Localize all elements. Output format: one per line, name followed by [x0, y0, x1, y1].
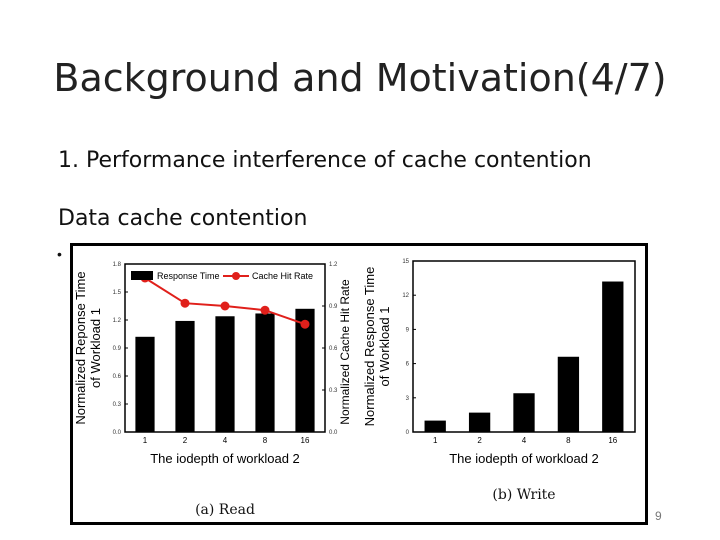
chart-a-xtick-label: 2 — [183, 436, 188, 445]
chart-a-y2tick-label: 0.9 — [329, 304, 338, 310]
chart-a-legend-label-bar: Response Time — [157, 271, 220, 281]
chart-a-y2tick-label: 0.6 — [329, 346, 338, 352]
chart-a-ytick-label: 1.5 — [113, 290, 122, 296]
chart-a-legend-swatch-point — [232, 272, 240, 280]
chart-a-y2label: Normalized Cache Hit Rate — [338, 279, 352, 425]
chart-b-ytick-label: 12 — [402, 293, 409, 299]
chart-b-ytick-label: 0 — [406, 430, 410, 436]
chart-figure: 0.0 0.3 0.6 0.9 1.2 1.5 1.8 1 2 4 8 16 The iodepth o… — [70, 243, 648, 525]
chart-a-bar — [135, 336, 155, 432]
chart-b-ylabel: Normalized Response Time — [362, 267, 377, 427]
chart-a-legend-label-line: Cache Hit Rate — [252, 271, 313, 281]
chart-a-y2tick-label: 1.2 — [329, 262, 338, 268]
slide-title: Background and Motivation(4/7) — [53, 56, 667, 100]
chart-a-xtick-label: 16 — [301, 436, 310, 445]
chart-b-ytick-label: 3 — [406, 396, 410, 402]
chart-a-line-point — [300, 319, 310, 329]
chart-b-bar — [424, 420, 446, 432]
chart-a-ytick-label: 1.8 — [113, 262, 122, 268]
chart-a-line-point — [220, 301, 230, 311]
chart-a-ytick-label: 1.2 — [113, 318, 122, 324]
chart-a-ytick-label: 0.9 — [113, 346, 122, 352]
chart-a-ytick-label: 0.3 — [113, 402, 122, 408]
chart-a-y2tick-label: 0.0 — [329, 430, 338, 436]
chart-b-ytick-label: 6 — [406, 362, 410, 368]
page-number: 9 — [655, 509, 662, 523]
chart-b-bar — [602, 281, 624, 432]
chart-a-ylabel: of Workload 1 — [88, 308, 103, 388]
chart-a-ytick-label: 0.0 — [113, 430, 122, 436]
chart-a-xlabel: The iodepth of workload 2 — [150, 451, 300, 466]
chart-b-xtick-label: 4 — [522, 436, 527, 445]
point-heading: 1. Performance interference of cache con… — [58, 148, 592, 173]
chart-b-bar — [513, 393, 535, 432]
chart-a-line-point — [180, 298, 190, 308]
chart-b-xtick-label: 16 — [608, 436, 617, 445]
chart-a-bar — [215, 316, 235, 432]
chart-a-bar — [295, 308, 315, 432]
chart-a-xtick-label: 1 — [143, 436, 148, 445]
chart-b-xlabel: The iodepth of workload 2 — [449, 451, 599, 466]
chart-b-xtick-label: 8 — [566, 436, 571, 445]
chart-a-ylabel: Normalized Reponse Time — [73, 271, 88, 424]
chart-b-xtick-label: 2 — [477, 436, 482, 445]
chart-a-xtick-label: 8 — [263, 436, 268, 445]
chart-a-bar — [175, 320, 195, 432]
subheading: Data cache contention — [58, 206, 308, 231]
chart-a-ytick-label: 0.6 — [113, 374, 122, 380]
chart-a-line-point — [260, 305, 270, 315]
bullet: • — [57, 246, 62, 262]
chart-b-bar — [468, 412, 491, 432]
chart-a-legend-swatch-bar — [131, 271, 153, 280]
chart-a-y2tick-label: 0.3 — [329, 388, 338, 394]
chart-b-ytick-label: 15 — [402, 259, 409, 265]
chart-b-caption: (b) Write — [492, 487, 555, 503]
chart-b-bar — [557, 356, 580, 432]
chart-b-xtick-label: 1 — [433, 436, 438, 445]
chart-a-bar — [255, 313, 275, 432]
chart-a-xtick-label: 4 — [223, 436, 228, 445]
chart-b-ylabel: of Workload 1 — [377, 307, 392, 387]
chart-a-caption: (a) Read — [195, 502, 255, 518]
chart-b-ytick-label: 9 — [406, 327, 410, 333]
